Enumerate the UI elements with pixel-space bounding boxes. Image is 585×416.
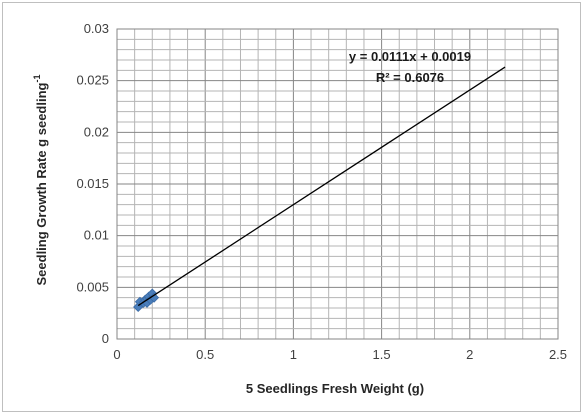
y-tick-labels: 0 0.005 0.01 0.015 0.02 0.025 0.03 bbox=[76, 21, 109, 346]
plot-area-border bbox=[116, 28, 559, 340]
grid-lines bbox=[117, 29, 558, 339]
y-tick-label: 0.015 bbox=[76, 176, 109, 191]
y-tick-label: 0.02 bbox=[84, 124, 109, 139]
y-axis-title-main: Seedling Growth Rate g seedling bbox=[34, 82, 49, 285]
trendline-equation: y = 0.0111x + 0.0019 bbox=[349, 49, 471, 64]
r-squared-label: R² = 0.6076 bbox=[376, 70, 444, 85]
x-tick-label: 0.5 bbox=[196, 347, 214, 362]
x-tick-label: 2 bbox=[466, 347, 473, 362]
x-tick-label: 1 bbox=[290, 347, 297, 362]
y-tick-label: 0.01 bbox=[84, 228, 109, 243]
y-tick-label: 0.03 bbox=[84, 21, 109, 36]
x-tick-label: 0 bbox=[113, 347, 120, 362]
y-axis-title: Seedling Growth Rate g seedling-1 bbox=[32, 75, 49, 286]
y-axis-title-superscript: -1 bbox=[32, 75, 42, 83]
y-tick-label: 0.005 bbox=[76, 279, 109, 294]
data-point bbox=[148, 292, 160, 303]
x-axis-title: 5 Seedlings Fresh Weight (g) bbox=[246, 381, 424, 396]
trendline bbox=[137, 66, 506, 307]
x-tick-label: 1.5 bbox=[373, 347, 391, 362]
x-tick-labels: 0 0.5 1 1.5 2 2.5 bbox=[113, 347, 567, 362]
x-tick-label: 2.5 bbox=[549, 347, 567, 362]
y-tick-label: 0.025 bbox=[76, 73, 109, 88]
y-tick-label: 0 bbox=[102, 331, 109, 346]
